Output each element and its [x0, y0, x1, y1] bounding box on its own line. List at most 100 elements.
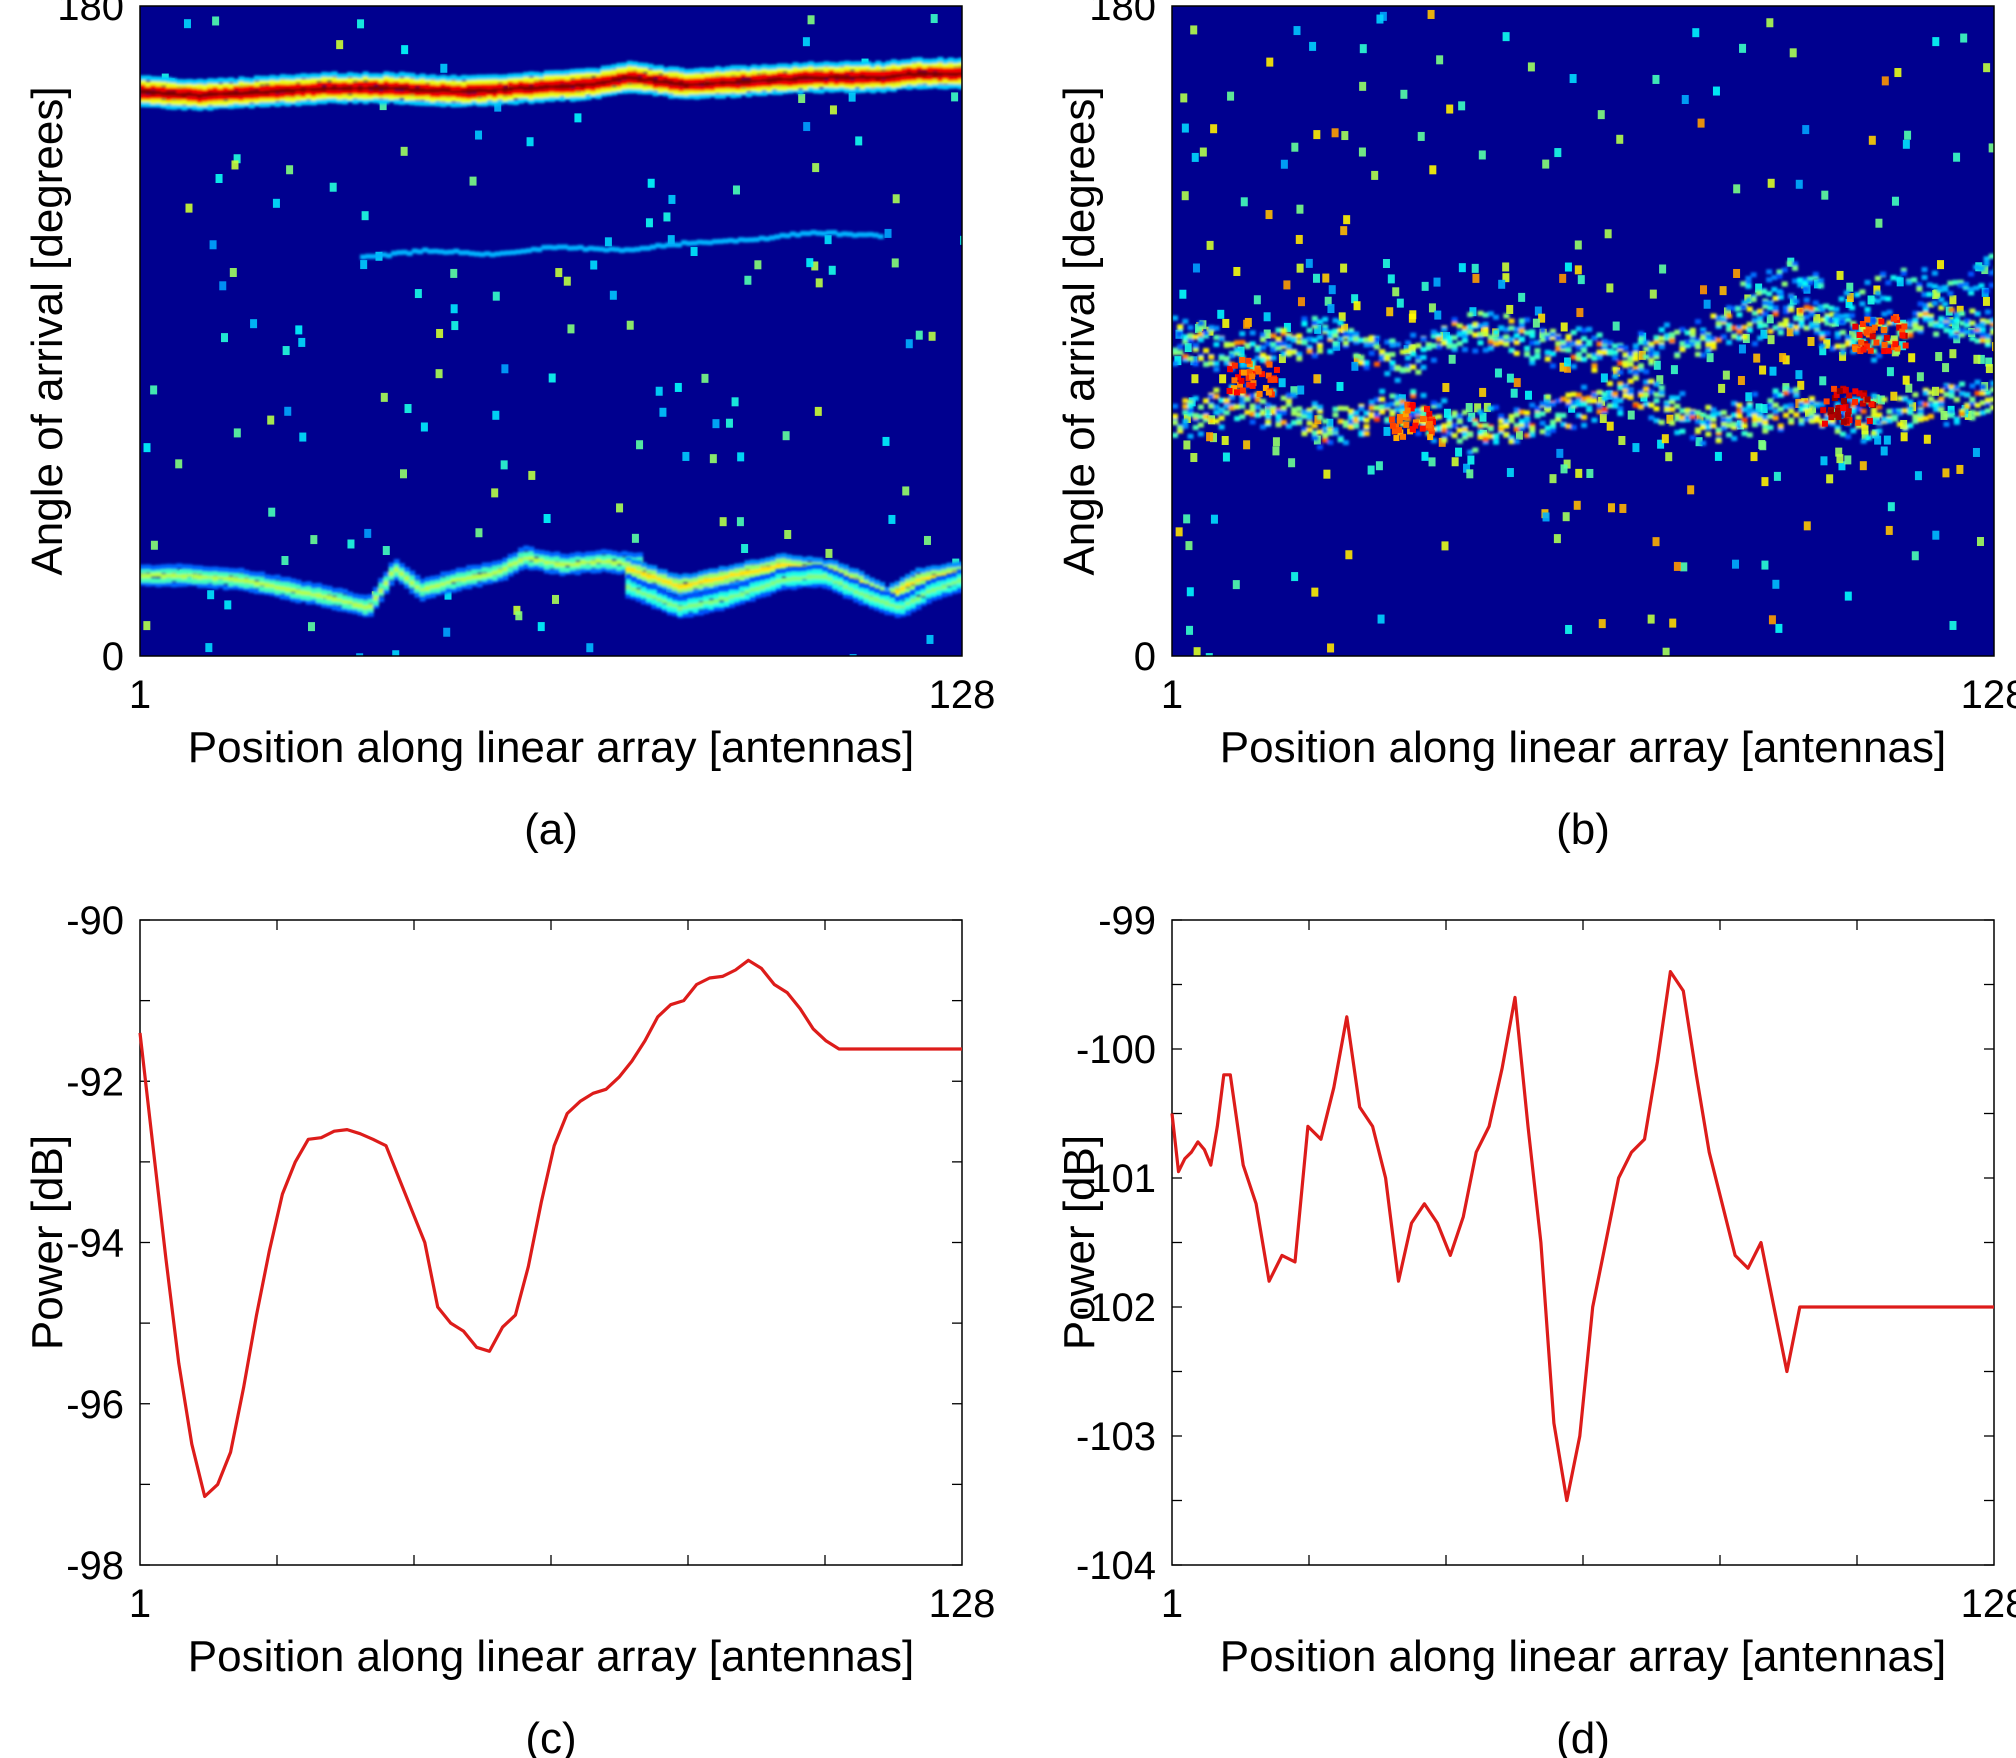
heatmap-speckle [1376, 14, 1384, 24]
heatmap-speckle [500, 460, 508, 470]
heatmap-hotspot [1246, 381, 1253, 388]
heatmap-speckle [1263, 312, 1271, 322]
heatmap-hotspot [1852, 323, 1859, 330]
heatmap-speckle [1680, 562, 1688, 572]
heatmap-speckle [1272, 446, 1280, 456]
heatmap-speckle [150, 385, 158, 395]
heatmap-speckle [782, 431, 790, 441]
heatmap-speckle [380, 392, 388, 402]
heatmap-hotspot [1389, 422, 1396, 429]
heatmap-speckle [930, 14, 938, 24]
heatmap-speckle [347, 539, 355, 549]
heatmap-speckle [1506, 468, 1514, 478]
heatmap-speckle [1598, 396, 1606, 406]
heatmap-speckle [1359, 44, 1367, 54]
panel-c: -90 -92 -94 -96 -981 128 Position along linear… [23, 899, 995, 1758]
heatmap-speckle [1662, 647, 1670, 656]
heatmap-hotspot [1265, 372, 1272, 379]
heatmap-hotspot [1840, 397, 1847, 404]
heatmap-speckle [1836, 270, 1844, 280]
heatmap-speckle [1681, 94, 1689, 104]
heatmap-speckle [574, 113, 582, 123]
panel-label: (a) [524, 805, 578, 854]
heatmap-speckle [806, 258, 814, 268]
heatmap-speckle [1179, 289, 1187, 299]
heatmap-speckle [1358, 147, 1366, 157]
heatmap-speckle [1296, 263, 1304, 273]
heatmap-speckle [1697, 118, 1705, 128]
heatmap-speckle [1443, 408, 1451, 418]
heatmap-ridge-3 [1735, 253, 1994, 325]
heatmap-speckle [1886, 367, 1894, 377]
heatmap-speckle [401, 45, 409, 55]
heatmap-speckle [1885, 525, 1893, 535]
heatmap-speckle [725, 418, 733, 428]
heatmap-hotspot [1423, 405, 1430, 412]
y-tick-label: -92 [66, 1060, 124, 1104]
y-tick-label: -90 [66, 899, 124, 943]
heatmap-speckle [515, 611, 523, 621]
heatmap-speckle [1722, 370, 1730, 380]
heatmap-speckle [1421, 281, 1429, 291]
heatmap-speckle [185, 203, 193, 213]
heatmap-speckle [1823, 339, 1831, 349]
heatmap-speckle [491, 488, 499, 498]
heatmap-speckle [1291, 572, 1299, 582]
heatmap-speckle [1931, 386, 1939, 396]
heatmap-speckle [848, 92, 856, 102]
heatmap-speckle [1826, 474, 1834, 484]
heatmap-speckle [1474, 403, 1482, 413]
heatmap-speckle [543, 514, 551, 524]
heatmap-hotspot [1859, 400, 1866, 407]
heatmap-speckle [1606, 421, 1614, 431]
heatmap-speckle [709, 454, 717, 464]
heatmap-speckle [1562, 512, 1570, 522]
heatmap-speckle [1564, 363, 1572, 373]
heatmap-speckle [636, 440, 644, 450]
heatmap-speckle [1563, 459, 1571, 469]
heatmap-speckle [1849, 330, 1857, 340]
x-axis-label: Position along linear array [antennas] [1220, 723, 1946, 772]
heatmap-speckle [1186, 625, 1194, 635]
heatmap-speckle [741, 543, 749, 553]
heatmap-speckle [1883, 435, 1891, 445]
heatmap-speckle [1336, 381, 1344, 391]
heatmap-speckle [1283, 280, 1291, 290]
heatmap-speckle [1838, 461, 1846, 471]
heatmap-speckle [224, 600, 232, 610]
heatmap-speckle [1502, 273, 1510, 283]
heatmap-speckle [1900, 419, 1908, 429]
heatmap-speckle [1877, 395, 1885, 405]
heatmap-hotspot [1891, 344, 1898, 351]
heatmap-speckle [205, 643, 213, 653]
heatmap-speckle [1174, 356, 1182, 366]
heatmap-speckle [399, 469, 407, 479]
x-tick-label: 128 [1961, 1582, 2016, 1626]
heatmap-speckle [1345, 550, 1353, 560]
heatmap-speckle [1652, 74, 1660, 84]
heatmap-speckle [1227, 91, 1235, 101]
heatmap-hotspot [1270, 376, 1277, 383]
y-tick-label: -98 [66, 1544, 124, 1588]
heatmap-speckle [1700, 285, 1708, 295]
heatmap-speckle [1600, 373, 1608, 383]
heatmap-speckle [1692, 28, 1700, 38]
heatmap-speckle [329, 182, 337, 192]
heatmap-speckle [494, 102, 502, 112]
heatmap-speckle [450, 304, 458, 314]
heatmap-speckle [928, 331, 936, 341]
heatmap-speckle [1657, 439, 1665, 449]
heatmap-speckle [1661, 434, 1669, 444]
heatmap-hotspot [1428, 429, 1435, 436]
heatmap-speckle [1564, 357, 1572, 367]
heatmap-speckle [1560, 322, 1568, 332]
heatmap-speckle [1296, 204, 1304, 214]
heatmap-speckle [1695, 437, 1703, 447]
heatmap-speckle [1515, 430, 1523, 440]
y-tick-label: -103 [1076, 1415, 1156, 1459]
y-tick-label: 0 [102, 635, 124, 679]
heatmap-speckle [1278, 378, 1286, 388]
heatmap-speckle [892, 194, 900, 204]
heatmap-speckle [1846, 293, 1854, 303]
heatmap-speckle [267, 415, 275, 425]
